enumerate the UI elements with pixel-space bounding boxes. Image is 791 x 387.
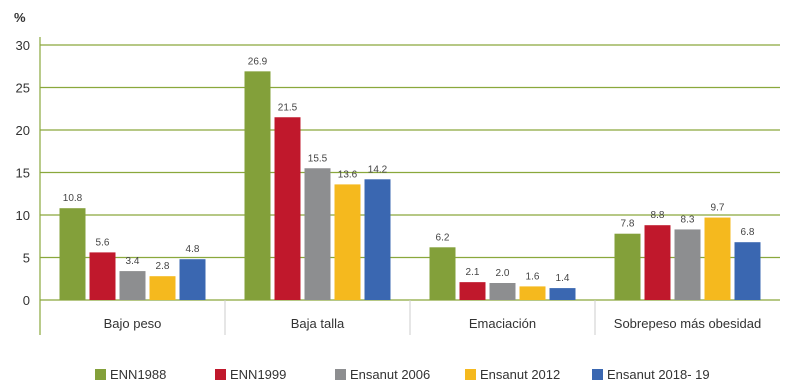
axes bbox=[39, 37, 596, 335]
bar-value-label: 1.6 bbox=[526, 271, 540, 282]
legend-label: Ensanut 2012 bbox=[480, 367, 560, 382]
bar-value-label: 10.8 bbox=[63, 193, 83, 204]
bar bbox=[149, 276, 176, 300]
y-tick-label: 0 bbox=[23, 293, 30, 308]
legend-swatch bbox=[95, 369, 106, 380]
bar-value-label: 6.8 bbox=[741, 227, 755, 238]
legend-swatch bbox=[465, 369, 476, 380]
bar bbox=[549, 288, 576, 300]
y-axis-label: % bbox=[14, 10, 26, 25]
legend-swatch bbox=[215, 369, 226, 380]
bar-value-label: 2.1 bbox=[466, 267, 480, 278]
bar-value-label: 6.2 bbox=[436, 232, 450, 243]
bar bbox=[89, 252, 116, 300]
bar-value-label: 2.8 bbox=[156, 261, 170, 272]
bar bbox=[734, 242, 761, 300]
x-category-label: Bajo peso bbox=[104, 316, 162, 331]
bar bbox=[614, 233, 641, 300]
legend-label: ENN1999 bbox=[230, 367, 286, 382]
y-tick-label: 30 bbox=[16, 38, 30, 53]
y-tick-label: 5 bbox=[23, 251, 30, 266]
bar bbox=[364, 179, 391, 300]
bar-value-label: 21.5 bbox=[278, 102, 298, 113]
legend-item: ENN1988 bbox=[95, 367, 166, 382]
legend-label: Ensanut 2018- 19 bbox=[607, 367, 710, 382]
bar-value-label: 8.3 bbox=[681, 214, 695, 225]
legend-swatch bbox=[335, 369, 346, 380]
bar bbox=[179, 259, 206, 300]
bar bbox=[59, 208, 86, 300]
y-axis-ticks: 0 5 10 15 20 25 30 bbox=[16, 38, 30, 308]
bar-value-label: 8.8 bbox=[651, 210, 665, 221]
y-tick-label: 10 bbox=[16, 208, 30, 223]
bar bbox=[274, 117, 301, 300]
bars: 10.8 5.6 3.4 2.8 4.8 26.9 21.5 15.5 13.6 14.2 6.2 2… bbox=[59, 56, 761, 300]
bar bbox=[459, 282, 486, 300]
y-tick-label: 25 bbox=[16, 81, 30, 96]
bar bbox=[644, 225, 671, 300]
legend-swatch bbox=[592, 369, 603, 380]
gridlines bbox=[40, 44, 780, 301]
y-tick-label: 20 bbox=[16, 123, 30, 138]
bar-value-label: 9.7 bbox=[711, 203, 725, 214]
bar bbox=[244, 71, 271, 300]
bar bbox=[304, 168, 331, 300]
bar bbox=[489, 283, 516, 300]
x-category-label: Emaciación bbox=[469, 316, 536, 331]
bar-value-label: 26.9 bbox=[248, 56, 268, 67]
bar bbox=[519, 286, 546, 300]
x-category-label: Sobrepeso más obesidad bbox=[614, 316, 761, 331]
x-category-label: Baja talla bbox=[291, 316, 345, 331]
bar bbox=[674, 229, 701, 300]
legend-item: Ensanut 2006 bbox=[335, 367, 430, 382]
bar-value-label: 2.0 bbox=[496, 268, 510, 279]
bar bbox=[704, 217, 731, 300]
bar-value-label: 5.6 bbox=[96, 237, 110, 248]
legend-item: Ensanut 2012 bbox=[465, 367, 560, 382]
bar bbox=[429, 247, 456, 300]
bar bbox=[334, 184, 361, 300]
bar-value-label: 4.8 bbox=[186, 244, 200, 255]
legend-label: Ensanut 2006 bbox=[350, 367, 430, 382]
bar-value-label: 7.8 bbox=[621, 219, 635, 230]
legend-item: Ensanut 2018- 19 bbox=[592, 367, 710, 382]
bar-value-label: 3.4 bbox=[126, 256, 140, 267]
bar bbox=[119, 271, 146, 300]
y-tick-label: 15 bbox=[16, 166, 30, 181]
bar-value-label: 13.6 bbox=[338, 169, 358, 180]
legend: ENN1988 ENN1999 Ensanut 2006 Ensanut 2012 En… bbox=[95, 367, 710, 382]
bar-value-label: 14.2 bbox=[368, 164, 388, 175]
bar-value-label: 1.4 bbox=[556, 273, 570, 284]
bar-value-label: 15.5 bbox=[308, 153, 328, 164]
legend-item: ENN1999 bbox=[215, 367, 286, 382]
x-axis-labels: Bajo peso Baja talla Emaciación Sobrepeso m… bbox=[104, 316, 762, 331]
legend-label: ENN1988 bbox=[110, 367, 166, 382]
